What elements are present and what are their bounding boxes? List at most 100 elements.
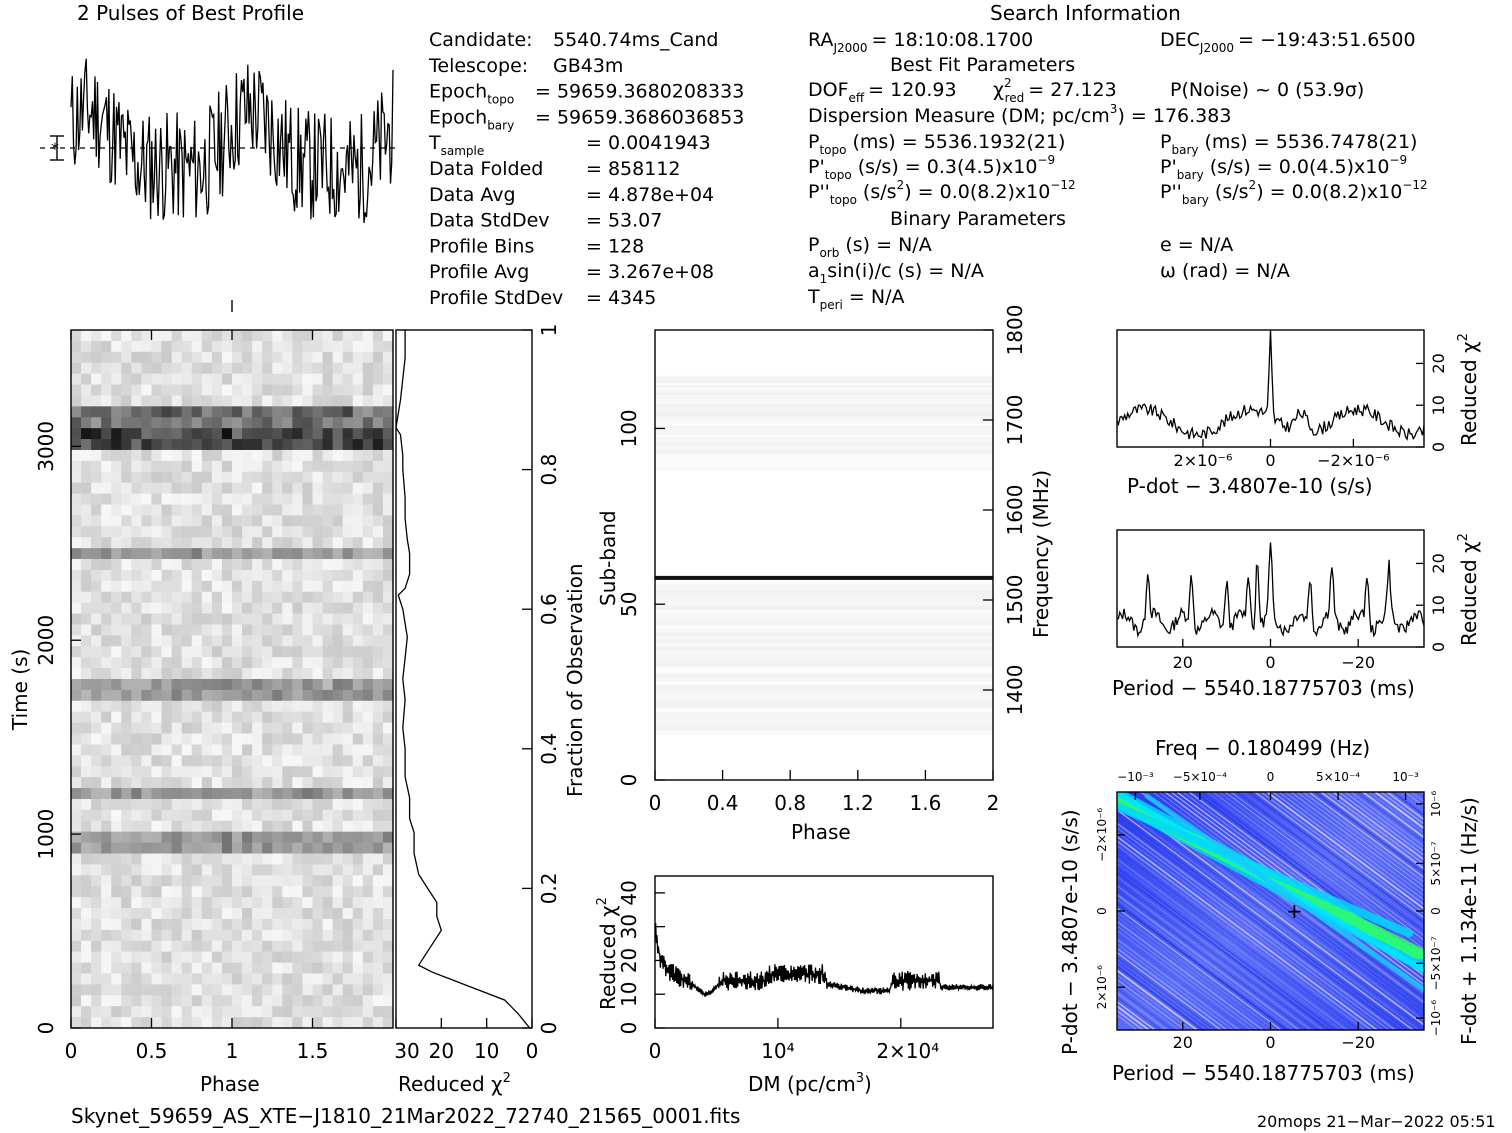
- time-phase-cell: [141, 679, 153, 691]
- time-phase-cell: [262, 788, 273, 800]
- p-pdot-fringe: [1117, 920, 1264, 1030]
- time-phase-cell: [211, 482, 223, 495]
- time-phase-cell: [191, 831, 203, 844]
- time-phase-cell: [101, 766, 112, 778]
- omega-line: ω (rad) = N/A: [1160, 260, 1290, 282]
- time-phase-cell: [211, 624, 223, 636]
- time-phase-cell: [91, 940, 102, 953]
- time-phase-cell: [322, 798, 334, 811]
- time-phase-cell: [131, 330, 143, 342]
- time-phase-cell: [322, 886, 334, 898]
- time-phase-cell: [81, 918, 92, 931]
- time-phase-cell: [282, 700, 293, 713]
- time-phase-cell: [91, 973, 102, 985]
- p-pdot-fringe: [1314, 792, 1424, 875]
- time-phase-cell: [372, 918, 384, 931]
- time-phase-cell: [352, 820, 364, 833]
- subband-image: [655, 375, 993, 735]
- time-phase-cell: [141, 722, 153, 735]
- time-phase-cell: [242, 875, 253, 887]
- time-phase-cell: [71, 908, 82, 920]
- dm-line: Dispersion Measure (DM; pc/cm3) = 176.38…: [808, 102, 1231, 127]
- time-phase-cell: [171, 842, 183, 855]
- time-phase-cell: [372, 591, 384, 604]
- time-phase-cell: [151, 777, 163, 789]
- time-phase-cell: [201, 460, 213, 473]
- time-phase-cell: [242, 918, 253, 931]
- time-phase-cell: [352, 962, 364, 975]
- time-phase-cell: [312, 548, 324, 560]
- time-phase-cell: [252, 471, 263, 484]
- time-phase-cell: [161, 864, 173, 876]
- pdot-chi2-line: [1116, 330, 1425, 441]
- time-phase-cell: [272, 406, 283, 418]
- time-phase-cell: [232, 831, 243, 844]
- time-phase-cell: [302, 428, 314, 440]
- time-phase-cell: [232, 788, 243, 800]
- time-phase-cell: [382, 929, 393, 942]
- time-phase-cell: [352, 493, 364, 506]
- time-phase-cell: [161, 559, 173, 571]
- time-phase-cell: [191, 428, 203, 440]
- time-phase-cell: [201, 995, 213, 1007]
- time-phase-cell: [252, 373, 263, 386]
- time-phase-cell: [211, 373, 223, 386]
- time-phase-cell: [101, 395, 112, 407]
- time-phase-cell: [322, 711, 334, 724]
- time-phase-cell: [292, 548, 304, 560]
- time-phase-cell: [242, 995, 253, 1007]
- time-phase-cell: [232, 657, 243, 669]
- time-phase-cell: [372, 831, 384, 844]
- period-chi2-xtick-label: −20: [1341, 653, 1375, 672]
- time-phase-cell: [81, 449, 92, 462]
- time-phase-cell: [372, 864, 384, 876]
- p-pdot-fringe: [1117, 938, 1240, 1030]
- time-phase-cell: [211, 417, 223, 429]
- time-phase-cell: [101, 351, 112, 364]
- time-phase-cell: [232, 417, 243, 429]
- time-phase-cell: [171, 951, 183, 964]
- time-phase-cell: [81, 602, 92, 615]
- time-phase-cell: [71, 657, 82, 669]
- time-phase-cell: [292, 428, 304, 440]
- time-phase-cell: [181, 755, 193, 767]
- time-phase-cell: [181, 1006, 193, 1018]
- time-phase-cell: [242, 330, 253, 342]
- time-phase-cell: [181, 809, 193, 822]
- p-pdot-ytick-label: −2×10⁻⁶: [1095, 808, 1109, 862]
- time-phase-cell: [131, 842, 143, 855]
- time-phase-cell: [262, 798, 273, 811]
- dm-chi2-ytick-label: 20: [617, 948, 641, 973]
- subband-channel: [655, 439, 993, 443]
- time-phase-cell: [111, 1006, 122, 1018]
- time-phase-cell: [332, 842, 344, 855]
- time-phase-cell: [141, 962, 153, 975]
- time-phase-cell: [382, 602, 393, 615]
- time-phase-cell: [262, 940, 273, 953]
- time-phase-cell: [272, 864, 283, 876]
- p-pdot-panel: + 20 0 −20−10⁻³ −5×10⁻⁴ 0 5×10⁻⁴ 10⁻³−2×10⁻⁶02…: [1058, 736, 1512, 1085]
- time-phase-cell: [322, 504, 334, 517]
- time-phase-cell: [81, 493, 92, 506]
- dm-chi2-line: [654, 923, 994, 997]
- time-phase-cell: [191, 929, 203, 942]
- time-phase-cell: [342, 657, 354, 669]
- p-pdot-fringe: [1117, 854, 1354, 1030]
- time-phase-cell: [302, 809, 314, 822]
- time-phase-cell: [191, 766, 203, 778]
- time-phase-cell: [211, 962, 223, 975]
- time-phase-cell: [71, 493, 82, 506]
- time-phase-cell: [242, 362, 253, 375]
- time-chi2-xtick-label: 30: [394, 1039, 419, 1063]
- time-phase-cell: [201, 973, 213, 985]
- time-phase-cell: [342, 537, 354, 549]
- p-pdot-fringe: [1507, 792, 1512, 1030]
- time-phase-cell: [71, 733, 82, 746]
- time-phase-cell: [221, 646, 233, 658]
- time-phase-cell: [272, 798, 283, 811]
- time-phase-cell: [81, 471, 92, 484]
- time-phase-cell: [362, 580, 374, 593]
- time-phase-cell: [332, 951, 344, 964]
- time-phase-cell: [252, 635, 263, 647]
